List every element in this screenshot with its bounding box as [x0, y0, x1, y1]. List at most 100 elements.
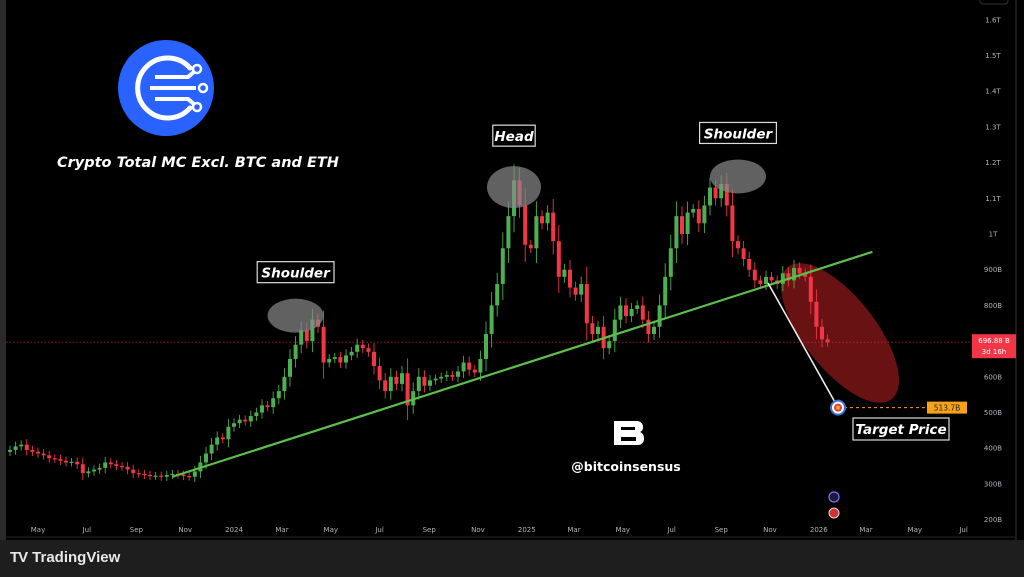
candle-body	[803, 273, 808, 277]
candle-body	[97, 467, 102, 470]
y-tick-label: 1.1T	[985, 195, 1001, 203]
candle	[13, 441, 18, 455]
candle-body	[758, 280, 763, 284]
candle-body	[635, 305, 640, 309]
bearish-projection-ellipse	[781, 263, 899, 403]
candle-body	[327, 358, 332, 363]
candle	[327, 354, 332, 368]
candle-body	[752, 269, 757, 281]
candle-body	[573, 287, 578, 295]
candle-body	[719, 184, 724, 199]
candle	[545, 205, 550, 231]
candle	[338, 351, 343, 368]
candle-body	[607, 341, 612, 349]
candle-body	[293, 344, 298, 359]
candle-body	[187, 476, 192, 478]
candle-body	[148, 474, 152, 477]
candle-body	[444, 375, 449, 377]
candle	[411, 382, 416, 414]
candle-body	[394, 376, 399, 384]
us-flag-event-icon[interactable]	[828, 507, 840, 519]
candle-body	[349, 351, 354, 356]
candle	[825, 334, 830, 347]
candle-body	[215, 437, 220, 445]
candle	[500, 232, 505, 301]
candle	[439, 372, 444, 383]
candle-body	[500, 248, 505, 284]
candle-body	[248, 416, 253, 422]
scale-settings-button[interactable]	[979, 0, 1009, 5]
candle	[405, 358, 410, 421]
x-tick-label: May	[324, 526, 338, 534]
candle	[422, 370, 427, 393]
candle	[596, 320, 600, 341]
candle	[164, 470, 169, 481]
candle-body	[696, 209, 701, 224]
candle-body	[405, 373, 410, 406]
candle	[456, 366, 460, 383]
candle-body	[170, 473, 175, 476]
x-tick-label: Jul	[666, 526, 676, 534]
candle-body	[75, 461, 80, 465]
brand-logo	[118, 40, 214, 136]
candle-body	[344, 355, 348, 363]
candle-body	[467, 362, 472, 370]
candle-body	[36, 451, 40, 454]
neckline	[172, 250, 873, 478]
candle	[400, 365, 404, 392]
event-icons[interactable]	[828, 491, 840, 519]
price-chart[interactable]: 1.6T 1.5T 1.4T 1.3T 1.2T 1.1T 1T 900B 800B 600B 50…	[0, 0, 1024, 540]
neckline-trendline[interactable]	[172, 250, 873, 478]
pattern-label-text: Shoulder	[704, 126, 774, 142]
candle	[624, 298, 628, 324]
x-tick-label: 2024	[225, 526, 243, 534]
candle	[758, 275, 763, 289]
candle-body	[164, 474, 169, 477]
candle-body	[450, 375, 455, 377]
candle-body	[792, 267, 796, 281]
bullseye-center	[836, 405, 840, 410]
current-price-label: 696.88 B	[978, 337, 1010, 345]
candle	[232, 418, 236, 432]
candle-body	[786, 273, 791, 281]
candle-body	[472, 369, 477, 373]
y-tick-label: 1.4T	[985, 88, 1001, 96]
candle-body	[640, 305, 645, 320]
candle-body	[181, 474, 186, 477]
countdown-label: 3d 16h	[982, 348, 1006, 356]
candle	[24, 439, 29, 456]
lightning-event-icon[interactable]	[828, 491, 840, 503]
candle	[366, 343, 371, 357]
candle-body	[80, 464, 85, 474]
candle-body	[204, 453, 208, 463]
price-scale[interactable]	[970, 0, 1024, 540]
candle-body	[58, 458, 63, 461]
candle-body	[332, 357, 337, 359]
candle	[741, 240, 746, 267]
candle	[170, 469, 175, 479]
tradingview-logo[interactable]: TV TradingView	[10, 549, 120, 566]
candle	[344, 349, 348, 369]
candle-body	[30, 449, 35, 452]
x-tick-label: Mar	[275, 526, 288, 534]
candle	[248, 410, 253, 427]
y-tick-label: 900B	[984, 266, 1002, 274]
candle-body	[321, 326, 326, 363]
candle	[568, 259, 572, 298]
target-annotation: 513.7B Target Price	[767, 282, 967, 441]
candle-body	[422, 376, 427, 386]
tradingview-brand: TradingView	[32, 549, 121, 566]
candle	[321, 310, 326, 379]
candle	[674, 201, 679, 264]
candle-body	[372, 351, 376, 367]
target-label-text: Target Price	[855, 422, 946, 438]
candle-body	[780, 273, 785, 284]
candle	[528, 239, 533, 254]
candle-body	[433, 378, 438, 381]
x-tick-label: May	[908, 526, 922, 534]
pattern-label-text: Head	[494, 129, 534, 145]
candle	[19, 440, 24, 451]
candle	[69, 457, 74, 467]
candle-body	[528, 244, 533, 249]
x-tick-label: Mar	[859, 526, 872, 534]
